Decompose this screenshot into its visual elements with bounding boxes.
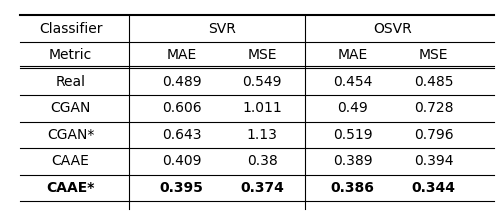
Text: 1.13: 1.13 [246,128,278,142]
Text: 0.454: 0.454 [333,75,372,89]
Text: Classifier: Classifier [39,22,102,36]
Text: 0.49: 0.49 [337,101,368,115]
Text: 0.549: 0.549 [242,75,282,89]
Text: Metric: Metric [49,48,92,62]
Text: CGAN*: CGAN* [47,128,94,142]
Text: CGAN: CGAN [50,101,91,115]
Text: MAE: MAE [338,48,368,62]
Text: 0.395: 0.395 [159,181,204,195]
Text: 0.344: 0.344 [411,181,456,195]
Text: 0.519: 0.519 [333,128,372,142]
Text: CAAE*: CAAE* [46,181,95,195]
Text: MSE: MSE [247,48,277,62]
Text: CAAE: CAAE [51,154,90,169]
Text: 0.643: 0.643 [162,128,201,142]
Text: 0.409: 0.409 [162,154,201,169]
Text: 0.485: 0.485 [414,75,453,89]
Text: 0.386: 0.386 [331,181,375,195]
Text: 0.796: 0.796 [414,128,453,142]
Text: 0.38: 0.38 [246,154,278,169]
Text: Real: Real [55,75,86,89]
Text: 0.374: 0.374 [240,181,284,195]
Text: OSVR: OSVR [374,22,412,36]
Text: 0.728: 0.728 [414,101,453,115]
Text: 0.606: 0.606 [162,101,201,115]
Text: 1.011: 1.011 [242,101,282,115]
Text: SVR: SVR [208,22,236,36]
Text: 0.394: 0.394 [414,154,453,169]
Text: MAE: MAE [166,48,197,62]
Text: 0.389: 0.389 [333,154,372,169]
Text: MSE: MSE [419,48,448,62]
Text: 0.489: 0.489 [162,75,201,89]
